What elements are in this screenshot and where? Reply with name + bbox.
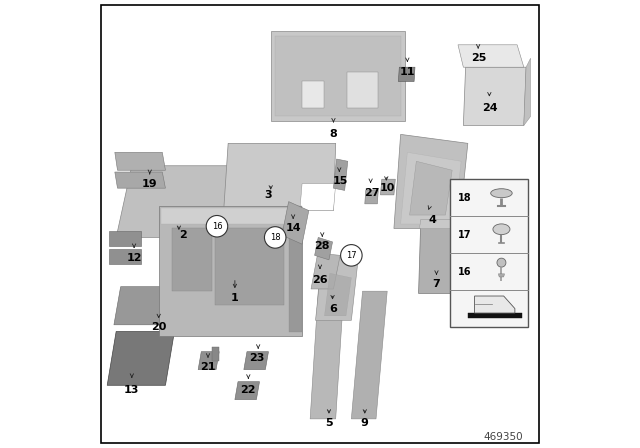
Text: 15: 15	[332, 177, 348, 186]
Polygon shape	[410, 161, 452, 215]
Circle shape	[264, 227, 286, 248]
Text: 17: 17	[458, 230, 472, 240]
Circle shape	[206, 215, 228, 237]
Polygon shape	[109, 249, 141, 264]
Text: 16: 16	[212, 222, 222, 231]
Polygon shape	[463, 67, 526, 125]
Polygon shape	[365, 190, 378, 204]
Circle shape	[497, 258, 506, 267]
Polygon shape	[351, 291, 387, 419]
Polygon shape	[310, 278, 345, 419]
Polygon shape	[212, 347, 220, 361]
Text: 22: 22	[241, 385, 256, 395]
Text: 13: 13	[124, 385, 140, 395]
Polygon shape	[172, 228, 212, 291]
Polygon shape	[115, 172, 165, 188]
Text: 8: 8	[330, 129, 337, 139]
Polygon shape	[468, 313, 522, 319]
Polygon shape	[401, 152, 461, 224]
Polygon shape	[380, 179, 396, 195]
Polygon shape	[333, 159, 348, 190]
Text: 23: 23	[250, 353, 265, 363]
Text: 25: 25	[471, 53, 487, 63]
Polygon shape	[161, 208, 300, 224]
Polygon shape	[398, 67, 415, 82]
Text: 12: 12	[126, 253, 142, 263]
Text: 21: 21	[200, 362, 216, 372]
Polygon shape	[347, 72, 378, 108]
Text: 5: 5	[325, 418, 333, 428]
Polygon shape	[159, 206, 302, 336]
Polygon shape	[244, 352, 269, 370]
Text: 18: 18	[270, 233, 280, 242]
Text: 6: 6	[330, 304, 337, 314]
Polygon shape	[275, 36, 401, 116]
Polygon shape	[302, 81, 324, 108]
Polygon shape	[524, 58, 531, 125]
Text: 16: 16	[458, 267, 472, 276]
Text: 18: 18	[458, 193, 472, 202]
Text: 4: 4	[428, 215, 436, 224]
Text: 2: 2	[179, 230, 188, 240]
Polygon shape	[499, 274, 504, 277]
Polygon shape	[475, 296, 515, 313]
Text: 28: 28	[314, 241, 330, 251]
Polygon shape	[271, 31, 405, 121]
Polygon shape	[282, 202, 309, 244]
Polygon shape	[235, 382, 260, 400]
Text: 24: 24	[483, 103, 498, 112]
Text: 11: 11	[399, 67, 415, 77]
Text: 14: 14	[285, 224, 301, 233]
Polygon shape	[198, 352, 220, 370]
Text: 469350: 469350	[484, 432, 524, 442]
Text: 17: 17	[346, 251, 356, 260]
Polygon shape	[115, 152, 165, 170]
Ellipse shape	[493, 224, 510, 235]
Text: 7: 7	[433, 280, 440, 289]
Text: 9: 9	[361, 418, 369, 428]
Text: 20: 20	[151, 322, 166, 332]
Polygon shape	[315, 237, 333, 260]
Text: 26: 26	[312, 275, 328, 285]
Polygon shape	[458, 45, 524, 67]
Polygon shape	[289, 206, 302, 332]
Polygon shape	[324, 273, 351, 316]
Polygon shape	[109, 231, 141, 246]
Polygon shape	[316, 255, 358, 320]
Polygon shape	[108, 332, 174, 385]
Polygon shape	[114, 287, 192, 325]
Polygon shape	[300, 184, 336, 211]
Text: 3: 3	[265, 190, 272, 200]
Polygon shape	[116, 166, 239, 237]
Ellipse shape	[491, 189, 512, 198]
Polygon shape	[419, 220, 461, 293]
Polygon shape	[224, 143, 336, 211]
Polygon shape	[394, 134, 468, 228]
Text: 19: 19	[142, 179, 157, 189]
Text: 10: 10	[380, 183, 395, 193]
Polygon shape	[419, 220, 461, 228]
Circle shape	[340, 245, 362, 266]
Polygon shape	[311, 253, 340, 289]
Bar	[450, 179, 529, 327]
Polygon shape	[215, 228, 284, 305]
Text: 27: 27	[364, 188, 380, 198]
Text: 1: 1	[231, 293, 239, 303]
